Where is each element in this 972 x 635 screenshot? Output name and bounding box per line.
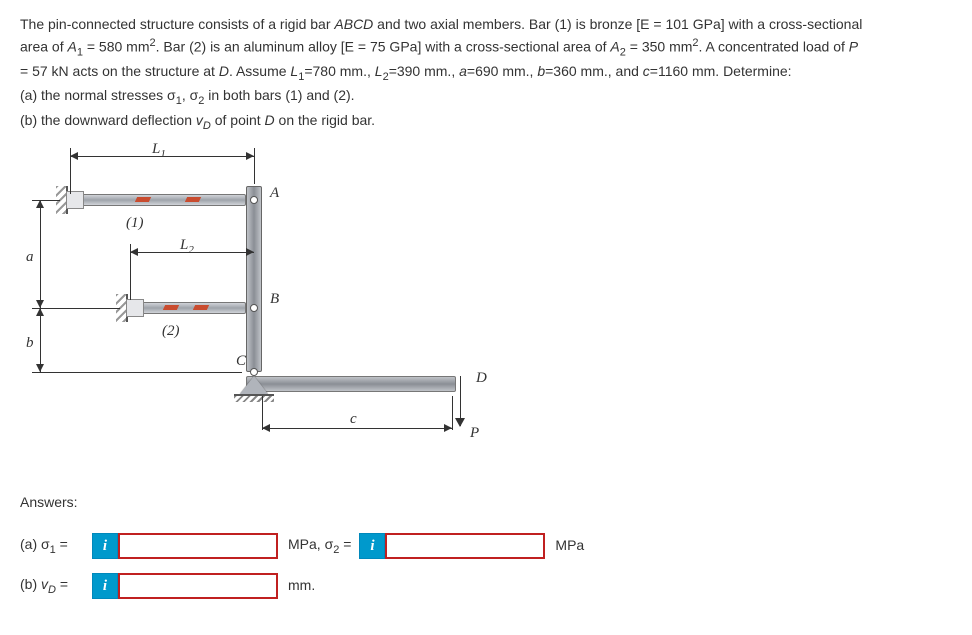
problem-line-3: = 57 kN acts on the structure at D. Assu… [20,61,952,85]
pivot-c [240,376,268,394]
c-tick-right [452,396,453,430]
bar-2-label: (2) [162,320,180,343]
vd-unit: mm. [288,575,315,596]
l2-label: L2 [180,234,194,259]
problem-line-5: (b) the downward deflection vD of point … [20,110,952,134]
sigma1-input[interactable] [118,533,278,559]
b-label: b [26,332,34,355]
l1-tick-right [254,148,255,184]
bar-1 [70,194,246,206]
a-tick-bot [32,308,120,309]
load-p-arrow [460,376,461,426]
pin-block-1-left [66,191,84,209]
pin-block-2-left [126,299,144,317]
info-button-sigma2[interactable]: i [359,533,385,559]
sigma2-input[interactable] [385,533,545,559]
bar-2 [130,302,246,314]
c-dim [262,428,452,429]
input-wrap-sigma1: i [92,533,278,559]
rigid-bar-cd [246,376,456,392]
problem-line-1: The pin-connected structure consists of … [20,14,952,35]
figure: (1) (2) A B C D L1 L2 a b c P [26,144,526,474]
pin-c [250,368,258,376]
label-a: A [270,182,279,205]
a-label: a [26,246,34,269]
sigma1-unit-and-sigma2-label: MPa, σ2 = [288,534,351,558]
break-mark-2b [193,305,209,310]
p-label: P [470,422,479,445]
answers-heading: Answers: [20,492,952,513]
b-dim [40,308,41,372]
pin-b [250,304,258,312]
input-wrap-sigma2: i [359,533,545,559]
problem-statement: The pin-connected structure consists of … [20,14,952,134]
break-mark-1b [185,197,201,202]
label-d: D [476,367,487,390]
l1-label: L1 [152,138,166,163]
break-mark-1a [135,197,151,202]
problem-line-4: (a) the normal stresses σ1, σ2 in both b… [20,85,952,109]
ground-c [234,394,274,402]
info-button-sigma1[interactable]: i [92,533,118,559]
answers-section: Answers: (a) σ1 = i MPa, σ2 = i MPa (b) … [20,492,952,599]
b-tick-bot [32,372,242,373]
answer-row-b: (b) vD = i mm. [20,573,952,599]
label-b: B [270,288,279,311]
bar-1-label: (1) [126,212,144,235]
info-button-vd[interactable]: i [92,573,118,599]
problem-line-2: area of A1 = 580 mm2. Bar (2) is an alum… [20,35,952,61]
sigma2-unit: MPa [555,535,584,556]
input-wrap-vd: i [92,573,278,599]
answer-a-label: (a) σ1 = [20,534,84,558]
pin-a [250,196,258,204]
vd-input[interactable] [118,573,278,599]
answer-b-label: (b) vD = [20,574,84,598]
answer-row-a: (a) σ1 = i MPa, σ2 = i MPa [20,533,952,559]
label-c: C [236,350,246,373]
a-dim [40,200,41,308]
rigid-bar-abc [246,186,262,372]
c-label: c [350,408,357,431]
break-mark-2a [163,305,179,310]
